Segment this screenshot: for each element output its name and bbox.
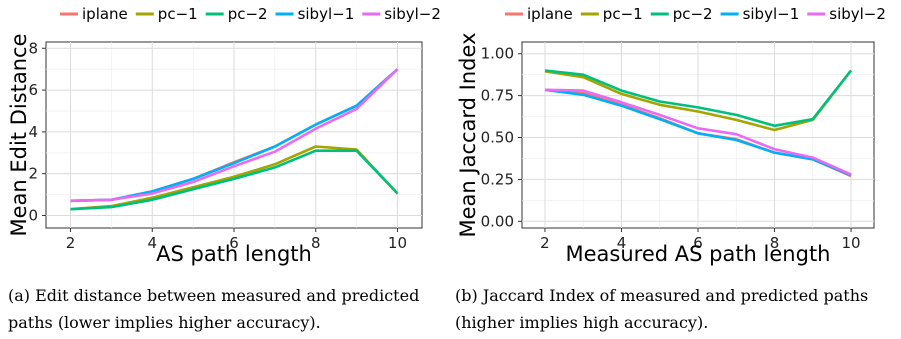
x-tick-label: 4 — [147, 234, 157, 252]
y-tick-label: 0.75 — [481, 87, 514, 105]
caption-a: (a) Edit distance between measured and p… — [8, 286, 420, 332]
y-tick-label: 4 — [28, 123, 38, 141]
x-tick-labels: 2 4 6 8 10 — [66, 228, 407, 252]
series-lines — [70, 68, 399, 211]
y-tick-label: 0 — [28, 206, 38, 224]
y-tick-labels: 0.00 0.25 0.50 0.75 1.00 — [481, 45, 522, 230]
legend-label-iplane: iplane — [82, 5, 128, 23]
legend-label-pc-2: pc−2 — [228, 5, 268, 23]
figure-svg: iplane pc−1 pc−2 sibyl−1 sibyl−2 0 2 4 6 8 2 4 6 8 1… — [7, 5, 886, 266]
chart-right: iplane pc−1 pc−2 sibyl−1 sibyl−2 0.00 0.25 0.5… — [456, 5, 886, 266]
y-tick-label: 1.00 — [481, 45, 514, 63]
y-tick-label: 8 — [28, 39, 38, 57]
x-tick-label: 8 — [770, 234, 780, 252]
y-tick-label: 2 — [28, 165, 38, 183]
y-tick-label: 0.50 — [481, 129, 514, 147]
x-tick-labels: 2 4 6 8 10 — [540, 228, 861, 252]
series-line-sibyl-2 — [70, 68, 399, 203]
legend-label-pc-2: pc−2 — [673, 5, 713, 23]
x-tick-label: 10 — [388, 234, 407, 252]
caption-b: (b) Jaccard Index of measured and predic… — [455, 286, 869, 332]
y-axis-title: Mean Edit Distance — [7, 33, 31, 236]
y-tick-label: 0.25 — [481, 170, 514, 188]
x-tick-label: 2 — [540, 234, 550, 252]
x-tick-label: 6 — [693, 234, 703, 252]
series-line-pc-1 — [70, 145, 399, 211]
y-axis-title: Mean Jaccard Index — [456, 33, 480, 238]
series-lines — [544, 69, 853, 178]
legend-label-iplane: iplane — [527, 5, 573, 23]
x-tick-label: 2 — [66, 234, 76, 252]
x-tick-label: 8 — [311, 234, 321, 252]
x-axis-title: AS path length — [156, 242, 312, 266]
legend-label-pc-1: pc−1 — [603, 5, 643, 23]
series-line-sibyl-2 — [544, 88, 852, 176]
x-axis-title: Measured AS path length — [566, 242, 831, 266]
legend-label-sibyl-1: sibyl−1 — [743, 5, 800, 23]
legend-label-sibyl-2: sibyl−2 — [384, 5, 441, 23]
x-tick-label: 6 — [229, 234, 239, 252]
series-line-pc-2 — [70, 149, 399, 211]
legend-label-sibyl-2: sibyl−2 — [829, 5, 886, 23]
y-tick-labels: 0 2 4 6 8 — [28, 39, 46, 224]
legend: iplane pc−1 pc−2 sibyl−1 sibyl−2 — [505, 5, 886, 23]
y-tick-label: 6 — [28, 81, 38, 99]
gridlines — [46, 42, 422, 228]
series-line-pc-1 — [544, 69, 853, 132]
chart-left: iplane pc−1 pc−2 sibyl−1 sibyl−2 0 2 4 6 8 2 4 6 8 1… — [7, 5, 441, 266]
legend-label-sibyl-1: sibyl−1 — [298, 5, 355, 23]
y-tick-label: 0.00 — [481, 212, 514, 230]
legend: iplane pc−1 pc−2 sibyl−1 sibyl−2 — [60, 5, 441, 23]
x-tick-label: 10 — [841, 234, 860, 252]
series-line-sibyl-1 — [544, 88, 852, 177]
series-line-pc-2 — [544, 69, 853, 128]
x-tick-label: 4 — [617, 234, 627, 252]
legend-label-pc-1: pc−1 — [158, 5, 198, 23]
